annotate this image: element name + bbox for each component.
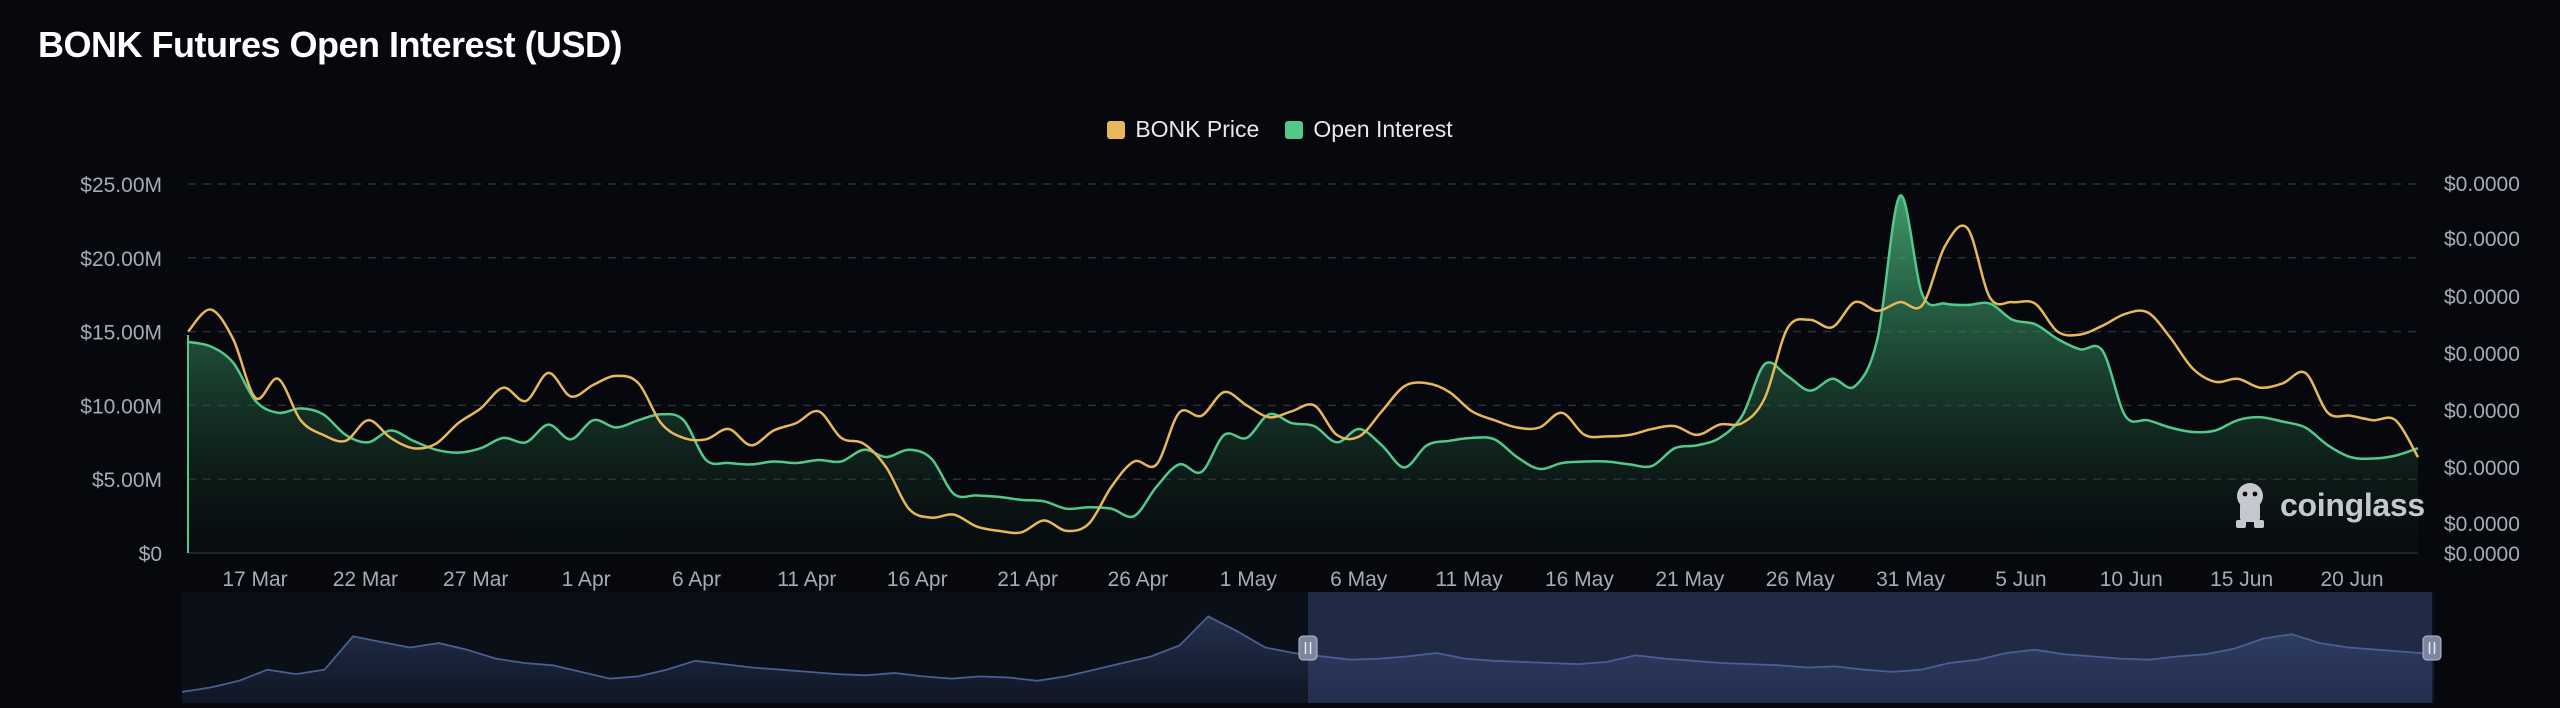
y-left-tick-label: $0 [139, 543, 162, 566]
x-tick-label: 10 Jun [2100, 568, 2163, 591]
legend-item-open-interest[interactable]: Open Interest [1285, 116, 1453, 143]
watermark-text: coinglass [2280, 486, 2425, 523]
watermark: coinglass [2228, 480, 2425, 530]
x-tick-label: 20 Jun [2320, 568, 2383, 591]
x-tick-label: 6 May [1330, 568, 1388, 591]
navigator-handle-left[interactable] [1298, 635, 1318, 661]
x-axis: 17 Mar 22 Mar 27 Mar 1 Apr 6 Apr 11 Apr 16 Apr… [222, 568, 2383, 591]
x-tick-label: 1 May [1220, 568, 1278, 591]
y-left-tick-label: $25.00M [80, 174, 162, 197]
coinglass-logo-icon [2236, 483, 2264, 528]
x-tick-label: 1 Apr [562, 568, 611, 591]
y-right-tick-label: $0.0000 [2444, 513, 2520, 536]
y-left-tick-label: $20.00M [80, 248, 162, 271]
y-right-tick-label: $0.0000 [2444, 400, 2520, 423]
legend-label-open-interest: Open Interest [1313, 116, 1453, 142]
open-interest-line [187, 194, 2419, 519]
x-tick-label: 21 Apr [997, 568, 1058, 591]
y-left-tick-label: $10.00M [80, 395, 162, 418]
x-tick-label: 26 Apr [1108, 568, 1169, 591]
x-tick-label: 11 May [1435, 568, 1503, 591]
y-axis-right: $0.0000 $0.0000 $0.0000 $0.0000 $0.0000 $0.00… [2444, 173, 2520, 566]
x-tick-label: 11 Apr [777, 568, 836, 591]
navigator-selection [1308, 592, 2432, 703]
y-right-tick-label: $0.0000 [2444, 286, 2520, 309]
legend-label-bonk-price: BONK Price [1135, 116, 1260, 142]
y-right-tick-label: $0.0000 [2444, 543, 2520, 566]
legend-swatch-bonk-price [1107, 120, 1126, 139]
x-tick-label: 22 Mar [333, 568, 398, 591]
x-tick-label: 16 May [1545, 568, 1614, 591]
x-tick-label: 27 Mar [443, 568, 508, 591]
y-right-tick-label: $0.0000 [2444, 228, 2520, 251]
open-interest-area [188, 195, 2418, 554]
legend-swatch-open-interest [1285, 120, 1304, 139]
x-tick-label: 26 May [1766, 568, 1835, 591]
y-right-tick-label: $0.0000 [2444, 173, 2520, 196]
x-tick-label: 5 Jun [1995, 568, 2046, 591]
bonk-price-line [187, 224, 2420, 535]
series-layer [187, 194, 2420, 554]
y-left-tick-label: $5.00M [92, 469, 162, 492]
y-axis-left: $0 $5.00M $10.00M $15.00M $20.00M $25.00M [80, 174, 162, 566]
x-tick-label: 6 Apr [672, 568, 721, 591]
x-tick-label: 16 Apr [887, 568, 948, 591]
legend: BONK Price Open Interest [0, 116, 2560, 143]
y-left-tick-label: $15.00M [80, 322, 162, 345]
y-right-tick-label: $0.0000 [2444, 343, 2520, 366]
chart-title: BONK Futures Open Interest (USD) [38, 24, 623, 65]
x-tick-label: 17 Mar [222, 568, 287, 591]
y-right-tick-label: $0.0000 [2444, 457, 2520, 480]
x-tick-label: 15 Jun [2210, 568, 2273, 591]
x-tick-label: 31 May [1876, 568, 1945, 591]
legend-item-bonk-price[interactable]: BONK Price [1107, 116, 1259, 143]
x-tick-label: 21 May [1655, 568, 1724, 591]
navigator[interactable] [181, 592, 2442, 703]
navigator-handle-right[interactable] [2422, 635, 2442, 661]
